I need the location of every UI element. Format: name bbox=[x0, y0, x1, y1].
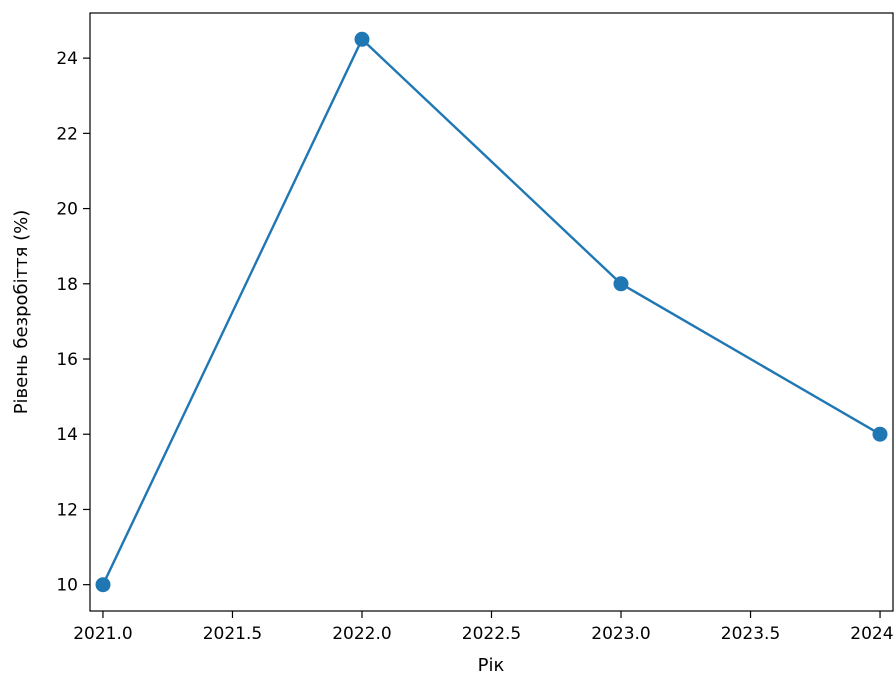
y-tick-label: 20 bbox=[56, 200, 78, 220]
data-point bbox=[613, 276, 629, 292]
x-tick-label: 2022.5 bbox=[462, 624, 521, 644]
x-tick-label: 2024.0 bbox=[850, 624, 895, 644]
x-tick-label: 2022.0 bbox=[332, 624, 391, 644]
x-tick-label: 2021.0 bbox=[73, 624, 132, 644]
plot-area-frame bbox=[89, 12, 894, 612]
x-axis: 2021.0 2021.5 2022.0 2022.5 2023.0 2023.5 2024… bbox=[73, 611, 895, 644]
y-tick-label: 16 bbox=[56, 350, 78, 370]
y-axis: 10 12 14 16 18 20 22 24 bbox=[56, 49, 90, 596]
y-tick-label: 12 bbox=[56, 500, 78, 520]
data-point bbox=[354, 31, 370, 47]
x-tick-label: 2023.0 bbox=[591, 624, 650, 644]
y-tick-label: 10 bbox=[56, 576, 78, 596]
y-tick-label: 14 bbox=[56, 425, 78, 445]
series-layer bbox=[95, 31, 888, 593]
x-tick-label: 2023.5 bbox=[721, 624, 780, 644]
y-tick-label: 24 bbox=[56, 49, 78, 69]
x-tick-label: 2021.5 bbox=[203, 624, 262, 644]
series-line bbox=[101, 38, 881, 586]
y-tick-label: 22 bbox=[56, 124, 78, 144]
x-axis-title: Рік bbox=[478, 655, 505, 676]
y-tick-label: 18 bbox=[56, 275, 78, 295]
y-axis-title: Рівень безробіття (%) bbox=[11, 210, 32, 415]
data-point bbox=[95, 577, 111, 593]
data-point bbox=[872, 426, 888, 442]
